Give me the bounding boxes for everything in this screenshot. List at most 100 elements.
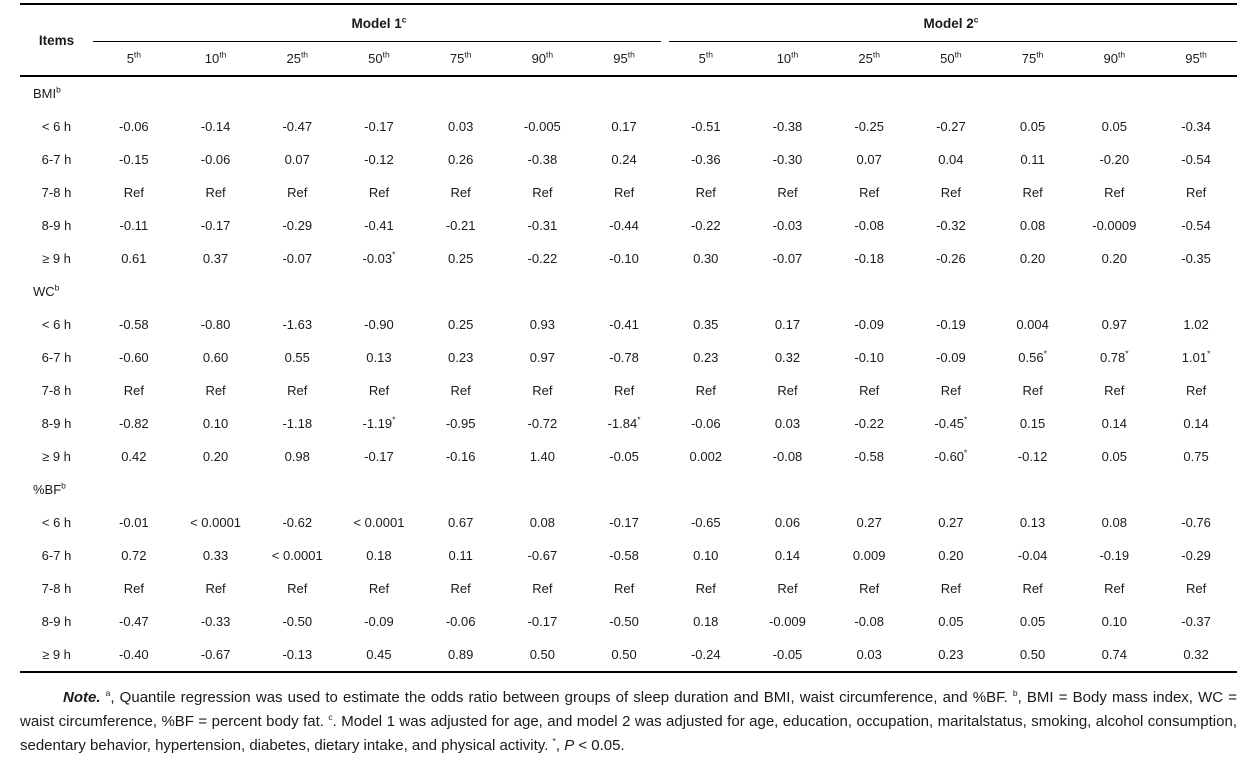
value-cell: 0.23 <box>910 638 992 673</box>
section-label: WCb <box>33 282 60 299</box>
value-cell: Ref <box>123 383 144 398</box>
percentile-suffix: th <box>464 49 472 60</box>
value-cell: -0.20 <box>1099 152 1130 167</box>
value-cell: -0.06 <box>445 614 476 629</box>
table-row: < 6 h -0.01 < 0.0001 -0.62 < 0.0001 0.67 0.08 -… <box>20 506 1237 539</box>
value-cell: Ref <box>1104 185 1125 200</box>
value-cell: -0.17 <box>527 614 558 629</box>
percentile-suffix: th <box>1117 49 1126 60</box>
table-row: 6-7 h 0.72 0.33 < 0.0001 0.18 0.11 -0.67 -0.58 0… <box>20 539 1237 572</box>
value-cell: -0.22 <box>854 416 884 431</box>
value-cell: Ref <box>940 581 961 596</box>
percentile-suffix: th <box>1199 49 1207 60</box>
value-cell: -0.27 <box>936 119 966 134</box>
percentile-header: 50th <box>910 42 992 77</box>
value-cell: -0.37 <box>1181 614 1211 629</box>
value-cell: -0.03* <box>362 249 396 266</box>
percentile-header: 25th <box>828 42 911 77</box>
value-cell: Ref <box>695 581 716 596</box>
section-superscript: b <box>54 282 60 293</box>
value-cell: -0.11 <box>119 218 149 233</box>
percentile-label: 90 <box>531 51 547 66</box>
percentile-suffix: th <box>705 49 713 60</box>
model2-header-label: Model 2 <box>923 16 974 31</box>
value-cell: 0.37 <box>202 251 229 266</box>
value-cell: -0.08 <box>854 614 884 629</box>
percentile-header: 90th <box>501 42 584 77</box>
value-cell: Ref <box>450 383 471 398</box>
value-cell: 0.08 <box>529 515 556 530</box>
value-cell: Ref <box>368 383 390 398</box>
value-cell: 0.23 <box>693 350 719 365</box>
value-cell: 0.14 <box>774 548 801 563</box>
value-cell: 0.75 <box>1183 449 1209 464</box>
value-cell: 0.42 <box>121 449 147 464</box>
percentile-suffix: th <box>872 49 880 60</box>
table-header: Items Model 1c Model 2c 5th 10th 25th 50th 7… <box>20 4 1238 77</box>
percentile-suffix: th <box>300 49 309 60</box>
table-row: 7-8 h Ref Ref Ref Ref Ref Ref Ref Ref Ref Ref Ref Re… <box>20 572 1237 605</box>
value-cell: -0.58 <box>609 548 639 563</box>
value-cell: -0.19 <box>936 317 966 332</box>
value-cell: 0.05 <box>1101 449 1127 464</box>
value-cell: 0.009 <box>852 548 886 563</box>
value-cell: 0.15 <box>1019 416 1046 431</box>
value-cell: 0.93 <box>529 317 556 332</box>
value-cell: -0.33 <box>200 614 231 629</box>
value-cell: -0.80 <box>200 317 231 332</box>
value-cell: 0.07 <box>856 152 882 167</box>
value-cell: 0.20 <box>1019 251 1046 266</box>
value-cell: < 0.0001 <box>271 548 323 563</box>
row-label: 8-9 h <box>41 218 72 233</box>
value-cell: Ref <box>532 383 553 398</box>
percentile-label: 50 <box>368 51 383 66</box>
value-cell: 0.05 <box>1019 614 1046 629</box>
value-cell: -0.25 <box>854 119 884 134</box>
value-cell: 0.03 <box>828 638 911 673</box>
value-cell: 0.05 <box>1101 119 1127 134</box>
percentile-label: 10 <box>776 51 792 66</box>
value-cell: Ref <box>123 581 144 596</box>
value-cell: -0.67 <box>174 638 257 673</box>
value-cell: 0.20 <box>938 548 964 563</box>
significance-asterisk: * <box>637 414 641 425</box>
section-label: %BFb <box>33 480 66 497</box>
value-cell: < 0.0001 <box>190 515 242 530</box>
percentile-label: 5 <box>698 51 706 66</box>
value-cell: 0.05 <box>938 614 964 629</box>
value-cell: -0.29 <box>282 218 313 233</box>
percentile-header: 5th <box>93 42 175 77</box>
significance-asterisk: * <box>964 447 968 458</box>
model2-header-superscript: c <box>973 14 979 25</box>
value-cell: Ref <box>613 185 635 200</box>
table-row: ≥ 9 h 0.61 0.37 -0.07 -0.03* 0.25 -0.22 -0.10 0.… <box>20 242 1237 275</box>
value-cell: Ref <box>940 185 961 200</box>
value-cell: Ref <box>287 185 308 200</box>
significance-asterisk: * <box>964 414 968 425</box>
percentile-suffix: th <box>791 49 799 60</box>
row-label: ≥ 9 h <box>20 638 93 673</box>
value-cell: Ref <box>777 581 798 596</box>
value-cell: -0.65 <box>690 515 721 530</box>
percentile-header: 10th <box>174 42 257 77</box>
percentile-header: 5th <box>664 42 747 77</box>
value-cell: -0.50 <box>609 614 639 629</box>
note-text: , BMI = Body mass index, WC = waist circ… <box>20 689 1237 730</box>
value-cell: Ref <box>287 383 308 398</box>
row-label: < 6 h <box>41 119 72 134</box>
value-cell: 0.55 <box>284 350 310 365</box>
value-cell: -0.09 <box>364 614 394 629</box>
value-cell: 0.30 <box>693 251 719 266</box>
value-cell: -0.44 <box>609 218 639 233</box>
value-cell: -0.67 <box>527 548 558 563</box>
value-cell: -1.84* <box>607 414 641 431</box>
value-cell: 0.14 <box>1183 416 1209 431</box>
value-cell: -0.22 <box>690 218 721 233</box>
value-cell: 0.33 <box>202 548 229 563</box>
value-cell: -0.10 <box>854 350 884 365</box>
table-row: 8-9 h -0.47 -0.33 -0.50 -0.09 -0.06 -0.17 -0.50… <box>20 605 1237 638</box>
value-cell: -0.95 <box>445 416 476 431</box>
value-cell: -0.06 <box>690 416 721 431</box>
value-cell: Ref <box>287 581 308 596</box>
